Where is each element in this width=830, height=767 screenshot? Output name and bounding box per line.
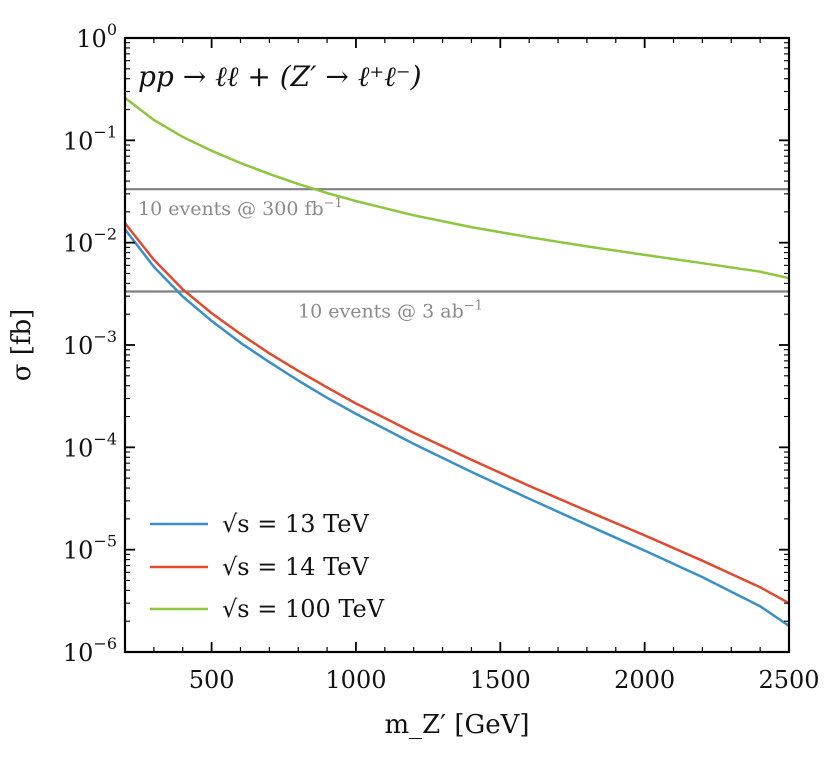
y-tick-label: 10−6 [63,634,117,667]
x-tick-label: 1500 [470,666,531,694]
y-tick-label: 10−3 [63,327,117,360]
y-tick-label: 10−2 [63,225,117,258]
x-tick-label: 2500 [758,666,819,694]
x-tick-label: 2000 [614,666,675,694]
y-tick-label: 10−1 [63,122,117,155]
plot-frame [123,36,791,654]
y-tick-label: 100 [76,20,117,53]
series-line-2 [124,96,790,280]
x-tick-label: 1000 [325,666,386,694]
y-axis-label: σ [fb] [7,309,37,382]
legend-label-14tev: √s = 14 TeV [222,553,369,581]
reference-lines: 10 events @ 300 fb−1 10 events @ 3 ab−1 [125,188,789,323]
series-line-1 [124,222,790,605]
series-line-0 [124,228,790,627]
series-lines [124,96,790,627]
legend-label-13tev: √s = 13 TeV [222,510,369,538]
y-tick-label: 10−5 [63,532,117,565]
legend: √s = 13 TeV √s = 14 TeV √s = 100 TeV [150,510,385,623]
y-tick-label: 10−4 [63,429,117,462]
tick-labels: 500 1000 1500 2000 250010−610−510−410−310−21… [63,20,820,694]
reference-line-label: 10 events @ 300 fb−1 [138,196,343,220]
plot-title: pp → ℓℓ + (Z′ → ℓ⁺ℓ⁻) [138,60,422,93]
x-tick-label: 500 [189,666,235,694]
reference-line-label: 10 events @ 3 ab−1 [298,299,483,323]
x-axis-label: m_Z′ [GeV] [384,710,529,740]
legend-label-100tev: √s = 100 TeV [222,595,385,623]
